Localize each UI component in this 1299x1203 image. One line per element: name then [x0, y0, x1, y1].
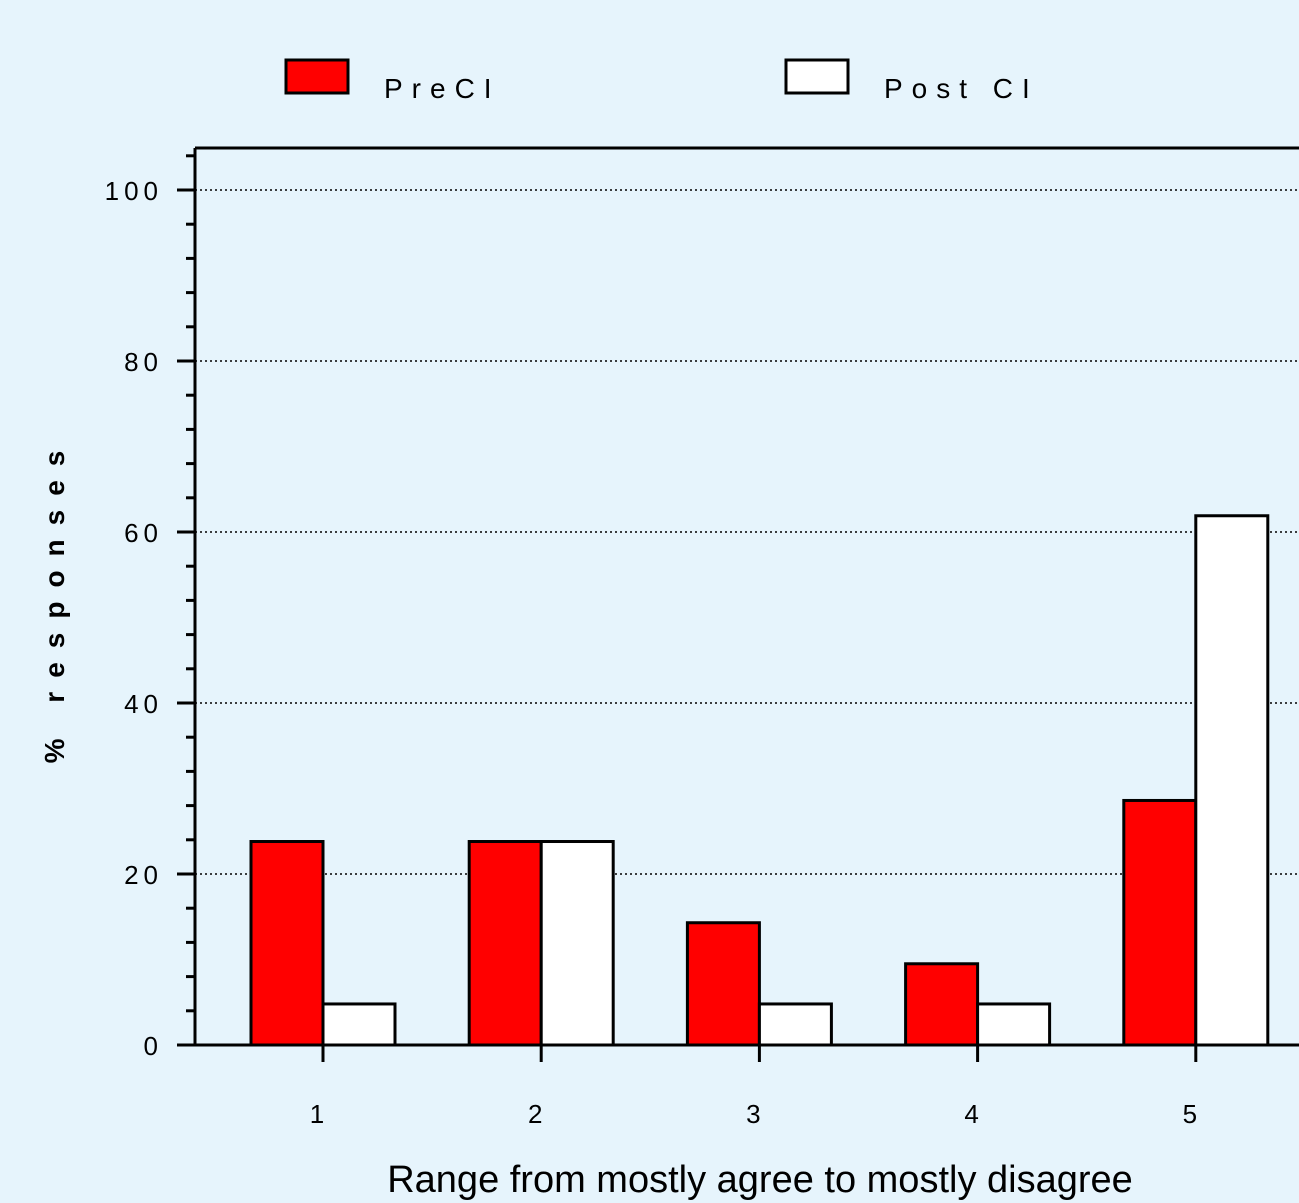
legend-label-preci: PreCI [384, 73, 501, 104]
x-tick-label: 4 [964, 1099, 978, 1129]
bar-postci-5 [1194, 514, 1270, 1047]
legend-swatch-preci [284, 58, 350, 95]
y-axis: 0 20 40 60 80 100 [105, 146, 1299, 1061]
y-axis-title: % responses [39, 437, 70, 764]
bar-preci-1 [249, 840, 325, 1047]
bar-postci-3 [757, 1002, 833, 1047]
gridlines [195, 189, 1299, 875]
bar-postci-2 [539, 840, 615, 1047]
bar-preci-4 [904, 962, 980, 1047]
x-tick-label: 1 [310, 1099, 324, 1129]
bar-postci-1 [321, 1002, 397, 1047]
y-tick-label: 20 [124, 860, 163, 890]
y-tick-label: 40 [124, 689, 163, 719]
x-axis-title: Range from mostly agree to mostly disagr… [387, 1159, 1133, 1201]
y-tick-label: 100 [105, 176, 163, 206]
bar-preci-3 [685, 921, 761, 1047]
legend-swatch-postci [784, 58, 850, 95]
y-tick-label: 80 [124, 347, 163, 377]
bars [249, 514, 1270, 1047]
bar-preci-2 [467, 840, 543, 1047]
legend-label-postci: Post CI [884, 73, 1039, 104]
y-tick-label: 0 [144, 1031, 163, 1061]
x-tick-label: 5 [1183, 1099, 1197, 1129]
x-tick-label: 2 [528, 1099, 542, 1129]
bar-preci-5 [1122, 798, 1198, 1047]
bar-postci-4 [976, 1002, 1052, 1047]
y-tick-label: 60 [124, 518, 163, 548]
x-tick-label: 3 [746, 1099, 760, 1129]
legend: PreCI Post CI [284, 58, 1039, 104]
x-axis: 1 2 3 4 5 [177, 1043, 1299, 1129]
